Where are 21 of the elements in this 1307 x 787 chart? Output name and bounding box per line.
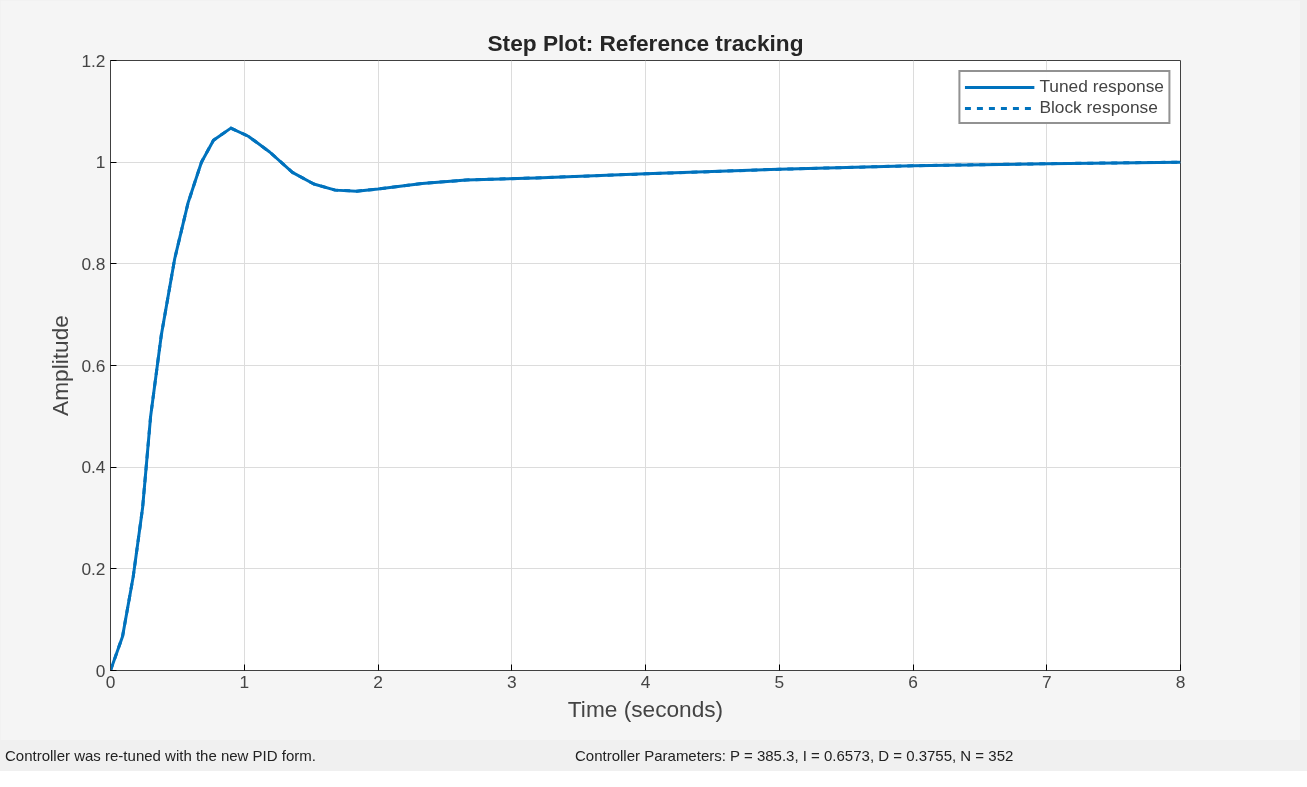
text: Controller Parameters: P = 385.3, I = 0.6573, D = 0.3755, N = 352	[575, 746, 1014, 766]
y-tick-label: 0.4	[81, 457, 106, 478]
legend-label: Tuned response	[1039, 76, 1164, 97]
x-tick-label: 5	[774, 671, 785, 692]
x-tick-label: 1	[239, 671, 250, 692]
y-tick-label: 1	[95, 152, 106, 173]
y-tick-label: 1.2	[81, 50, 106, 71]
x-tick-label: 2	[373, 671, 383, 692]
y-tick-label: 0.2	[81, 558, 106, 579]
x-tick-label: 8	[1175, 671, 1186, 692]
x-tick-label: 4	[640, 671, 651, 692]
chart-title: Step Plot: Reference tracking	[487, 29, 804, 56]
y-tick-label: 0.8	[81, 253, 106, 274]
legend-label: Block response	[1039, 97, 1158, 118]
x-tick-label: 6	[908, 671, 918, 692]
x-axis-title: Time (seconds)	[567, 695, 724, 722]
x-tick-label: 7	[1041, 671, 1052, 692]
x-tick-label: 3	[506, 671, 517, 692]
y-tick-label: 0.6	[81, 355, 106, 376]
text: Controller was re-tuned with the new PID form.	[5, 746, 316, 766]
y-axis-title: Amplitude	[47, 315, 74, 416]
